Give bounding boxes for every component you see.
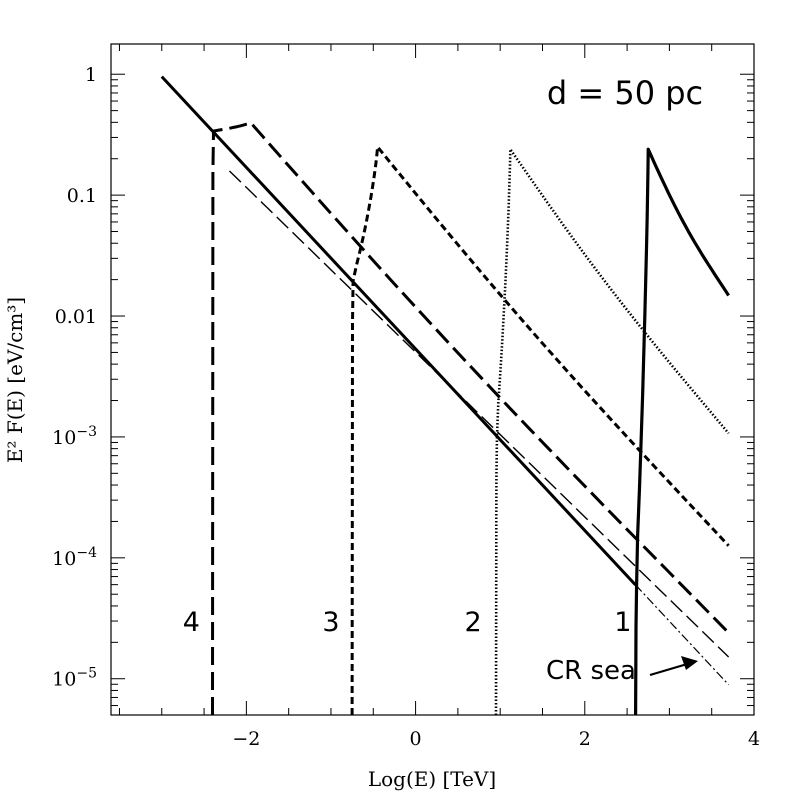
y-tick-label: 10−5 bbox=[52, 666, 97, 691]
cr-sea-line bbox=[160, 75, 637, 586]
x-axis-label: Log(E) [TeV] bbox=[368, 767, 496, 791]
axis-ticks bbox=[111, 44, 755, 715]
series-curve-1 bbox=[634, 147, 730, 716]
y-tick-label: 10−3 bbox=[52, 424, 97, 449]
series-curve-2 bbox=[494, 147, 730, 716]
distance-annotation: d = 50 pc bbox=[547, 74, 703, 112]
y-tick-labels: 1 0.1 0.01 10−3 10−4 10−5 bbox=[52, 64, 97, 691]
thin-dashed-line bbox=[228, 170, 730, 658]
y-tick-label: 1 bbox=[85, 64, 97, 86]
series-curve-3 bbox=[350, 145, 730, 716]
x-tick-label: −2 bbox=[232, 728, 260, 750]
series-label-3: 3 bbox=[322, 607, 339, 638]
x-tick-labels: −2 0 2 4 bbox=[232, 728, 760, 750]
series-label-1: 1 bbox=[614, 607, 631, 638]
y-tick-label: 0.01 bbox=[55, 306, 97, 328]
cr-sea-arrow-head bbox=[681, 656, 698, 670]
y-axis-label: E² F(E) [eV/cm³] bbox=[3, 297, 27, 463]
series-curve-4 bbox=[211, 121, 730, 716]
x-tick-label: 4 bbox=[748, 728, 760, 750]
y-tick-label: 10−4 bbox=[52, 545, 97, 570]
series-label-2: 2 bbox=[465, 607, 482, 638]
y-tick-label: 0.1 bbox=[67, 185, 97, 207]
cr-sea-label: CR sea bbox=[546, 656, 636, 686]
cr-sea-line-tail bbox=[635, 584, 730, 686]
x-tick-label: 2 bbox=[579, 728, 591, 750]
series-label-4: 4 bbox=[183, 607, 200, 638]
plot-frame bbox=[110, 43, 755, 716]
curves bbox=[160, 75, 730, 716]
x-tick-label: 0 bbox=[410, 728, 422, 750]
series-labels: 1 2 3 4 bbox=[183, 607, 632, 638]
